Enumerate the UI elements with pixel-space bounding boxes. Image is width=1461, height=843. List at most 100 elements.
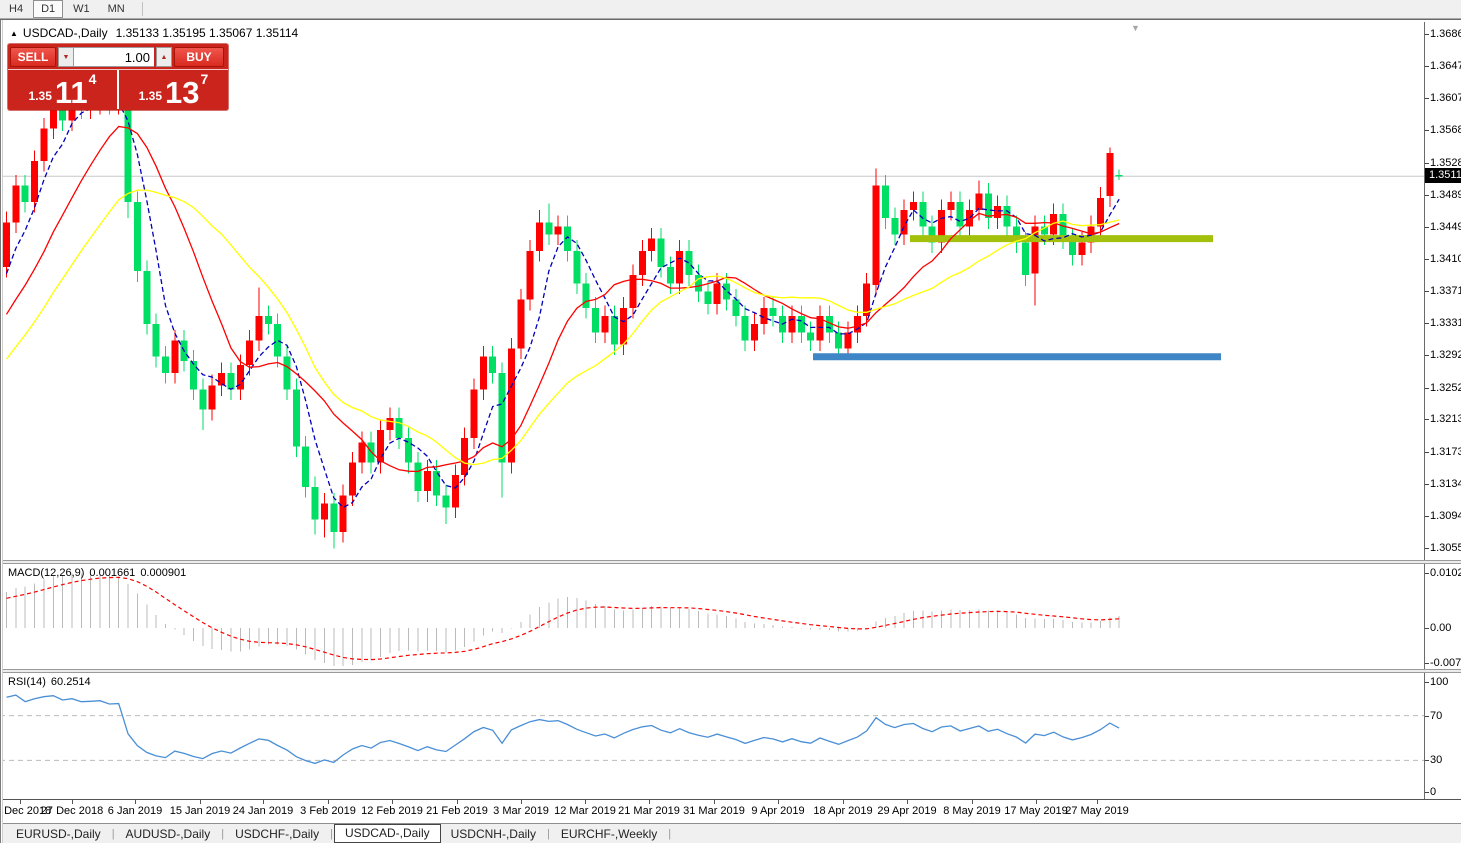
candle-body (377, 430, 384, 463)
candle-body (722, 283, 730, 300)
date-axis-label: 24 Jan 2019 (232, 805, 294, 817)
candle-body (975, 193, 983, 211)
candle-body (489, 356, 497, 374)
buy-price-big: 13 (165, 74, 200, 110)
candle-body (470, 389, 478, 439)
symbol-tab-usdcaddaily[interactable]: USDCAD-,Daily (333, 824, 441, 843)
candle-body (414, 462, 422, 492)
ma-fast (5, 101, 1120, 509)
volume-input[interactable] (74, 47, 154, 67)
date-axis-label: 3 Mar 2019 (493, 805, 549, 817)
price-axis-tick (1425, 484, 1429, 485)
date-axis-tick (457, 800, 458, 804)
candle-body (657, 238, 665, 268)
symbol-tab-eurusddaily[interactable]: EURUSD-,Daily (16, 827, 101, 841)
candle-body (320, 503, 328, 520)
candle-body (395, 417, 403, 439)
volume-increase-icon: ▲ (160, 53, 168, 61)
timeframe-button-h4[interactable]: H4 (9, 3, 24, 15)
date-axis-tick (972, 800, 973, 804)
price-chart-plot[interactable]: ▲ USDCAD-,Daily 1.35133 1.35195 1.35067 1.… (0, 22, 1424, 560)
candle-body (601, 315, 609, 333)
candle-body (807, 332, 815, 341)
rsi-plot[interactable] (0, 673, 1424, 799)
date-axis-label: 21 Feb 2019 (426, 805, 488, 817)
volume-increase-button[interactable]: ▲ (156, 47, 172, 67)
candle-body (760, 307, 768, 325)
candle-body (685, 250, 693, 276)
candle-body (451, 474, 459, 508)
chart-window: ▲ USDCAD-,Daily 1.35133 1.35195 1.35067 1.… (0, 19, 1461, 843)
candle-body (517, 299, 525, 349)
candle-body (405, 438, 413, 463)
chart-collapse-icon[interactable]: ▲ (10, 29, 18, 38)
price-axis-tick (1425, 130, 1429, 131)
candle-body (863, 283, 871, 316)
symbol-tab-eurchfweekly[interactable]: EURCHF-,Weekly (560, 827, 658, 841)
candle-body (3, 222, 10, 268)
panel-splitter[interactable] (0, 560, 1461, 564)
price-axis-label: 1.32130 (1430, 413, 1461, 425)
candle-body (152, 324, 160, 357)
candle-body (919, 201, 927, 227)
symbol-tab-usdchfdaily[interactable]: USDCHF-,Daily (235, 827, 320, 841)
price-axis-tick (1425, 388, 1429, 389)
price-axis-tick (1425, 34, 1429, 35)
macd-plot[interactable] (0, 564, 1424, 669)
candle-body (582, 283, 590, 308)
date-axis-tick (585, 800, 586, 804)
timeframe-button-d1[interactable]: D1 (33, 0, 64, 18)
date-axis-label: 18 Dec 2018 (0, 805, 52, 817)
price-axis-label: 1.35680 (1430, 124, 1461, 136)
sell-price-button[interactable]: 1.35 11 4 (8, 70, 119, 109)
candle-body (31, 161, 39, 202)
candle-body (573, 250, 581, 284)
candle-body (1012, 226, 1020, 243)
symbol-tab-audusddaily[interactable]: AUDUSD-,Daily (125, 827, 211, 841)
rsi-label: RSI(14) 60.2514 (8, 676, 96, 688)
panel-splitter[interactable] (0, 669, 1461, 673)
candle-body (283, 356, 291, 390)
candle-body (909, 201, 917, 211)
date-axis-label: 27 Dec 2018 (40, 805, 104, 817)
candle-body (423, 470, 431, 492)
rsi-value: 60.2514 (50, 676, 91, 688)
candle-body (891, 218, 899, 235)
macd-label: MACD(12,26,9) 0.001661 0.000901 (8, 567, 191, 579)
candle-body (1087, 226, 1095, 243)
rsi-axis-label: 70 (1430, 710, 1443, 722)
candle-body (199, 389, 207, 410)
price-axis-label: 1.30940 (1430, 510, 1461, 522)
date-axis-label: 27 May 2019 (1065, 805, 1129, 817)
candle-body (442, 495, 450, 508)
chart-shift-icon[interactable]: ▼ (1131, 23, 1140, 33)
candle-body (1022, 242, 1030, 276)
candle-body (788, 315, 796, 333)
buy-price-button[interactable]: 1.35 13 7 (119, 70, 228, 109)
buy-button[interactable]: BUY (174, 47, 224, 67)
sell-price-big: 11 (54, 74, 88, 110)
price-axis-tick (1425, 452, 1429, 453)
rsi-axis-tick (1425, 716, 1429, 717)
buy-price-sup: 7 (200, 71, 209, 87)
date-axis-tick (649, 800, 650, 804)
candle-body (311, 487, 319, 520)
symbol-tab-usdcnhdaily[interactable]: USDCNH-,Daily (450, 827, 536, 841)
volume-decrease-button[interactable]: ▼ (58, 47, 74, 67)
rsi-axis-tick (1425, 682, 1429, 683)
candle-body (928, 226, 936, 243)
timeframe-button-w1[interactable]: W1 (73, 3, 90, 15)
candle-body (526, 250, 534, 300)
timeframe-button-mn[interactable]: MN (107, 3, 125, 15)
candle-body (853, 315, 861, 333)
candle-body (124, 104, 132, 202)
sell-button[interactable]: SELL (10, 47, 56, 67)
candle-body (648, 238, 656, 251)
tab-separator: | (668, 828, 672, 840)
date-axis-tick (72, 800, 73, 804)
buy-price-prefix: 1.35 (138, 88, 163, 103)
price-axis-tick (1425, 355, 1429, 356)
date-axis-tick (778, 800, 779, 804)
macd-value-2: 0.000901 (140, 567, 187, 579)
candle-body (564, 226, 571, 251)
